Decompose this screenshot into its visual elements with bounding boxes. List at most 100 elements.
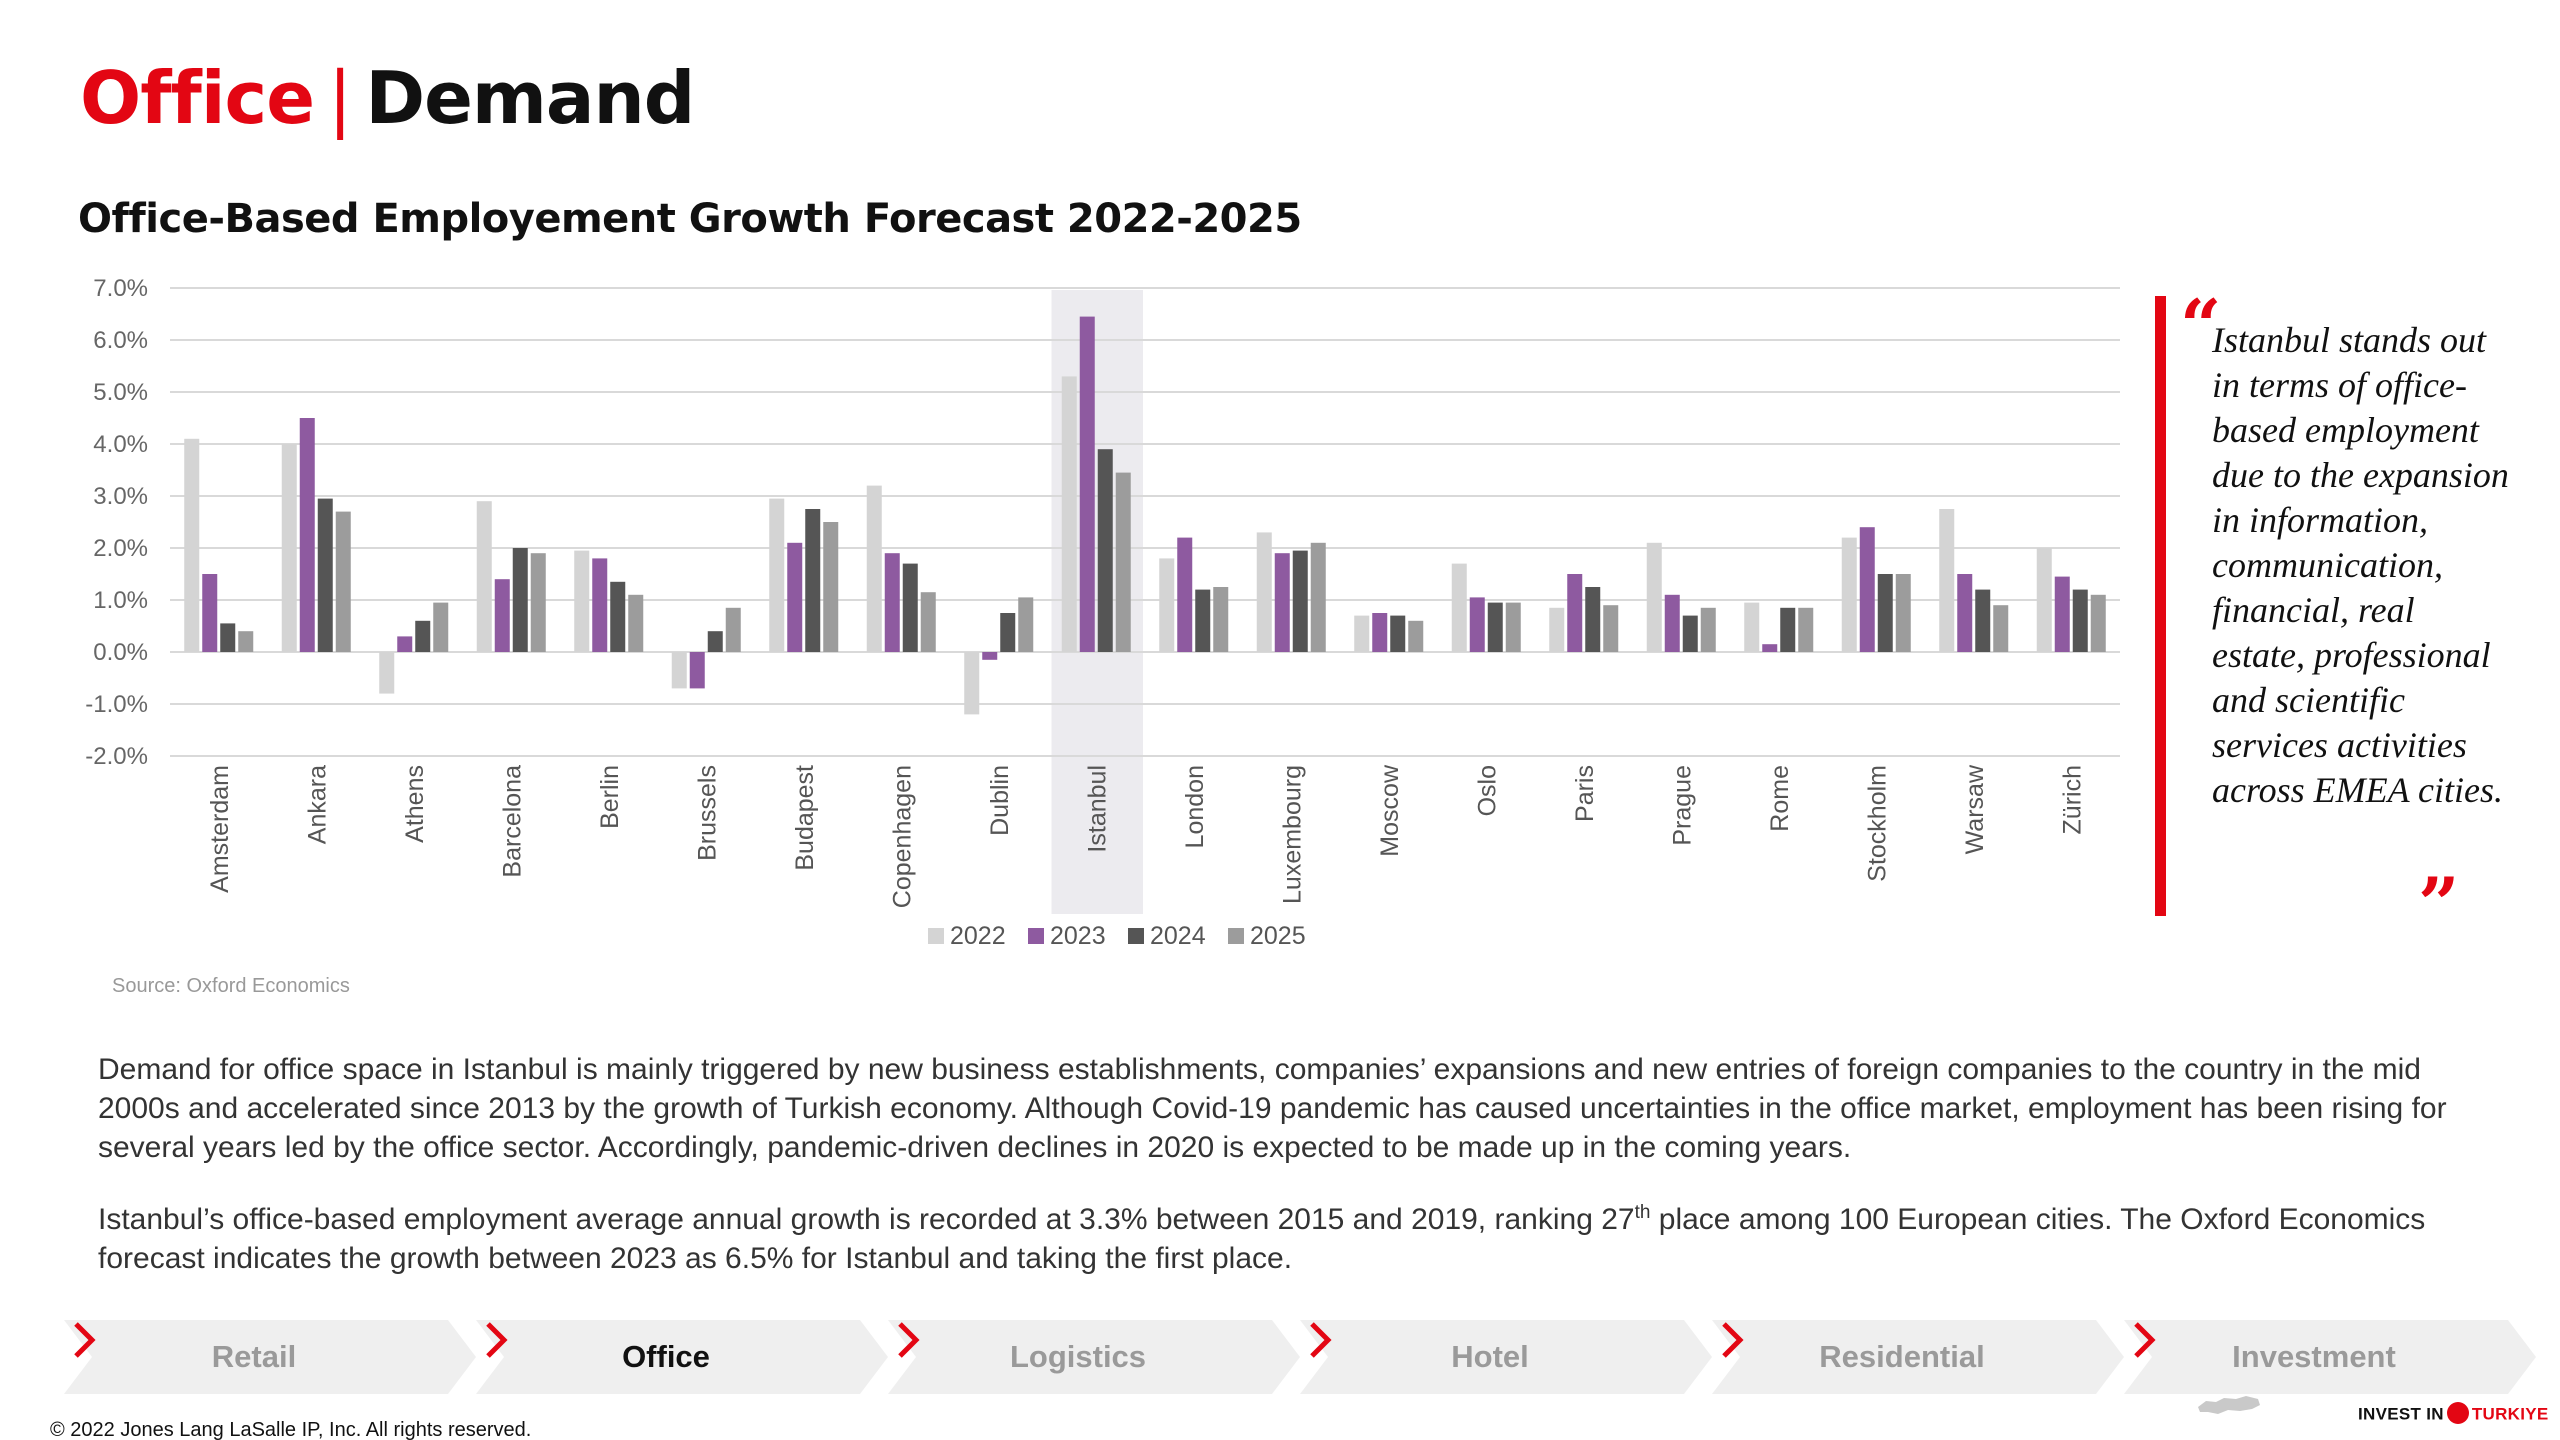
legend-swatch — [1128, 928, 1144, 944]
bar-luxembourg-2022 — [1256, 532, 1272, 652]
bar-istanbul-2022 — [1061, 376, 1077, 652]
x-category-label: Ankara — [303, 765, 331, 844]
bar-athens-2024 — [415, 620, 431, 652]
bar-rome-2025 — [1798, 607, 1814, 652]
quote-accent-bar — [2155, 296, 2166, 916]
bar-paris-2022 — [1549, 607, 1565, 652]
bar-berlin-2023 — [592, 558, 608, 652]
bar-zürich-2023 — [2054, 576, 2070, 652]
logo-text-invest: INVEST IN — [2358, 1404, 2444, 1424]
section-nav: Retail Office Logistics Hotel Residentia… — [64, 1320, 2544, 1394]
bar-paris-2023 — [1567, 574, 1583, 652]
nav-item-hotel[interactable]: Hotel — [1300, 1320, 1712, 1394]
bar-moscow-2022 — [1354, 615, 1370, 652]
turkey-map-icon — [2198, 1396, 2260, 1414]
bar-barcelona-2022 — [476, 501, 492, 652]
legend-label: 2024 — [1150, 922, 1206, 950]
nav-item-logistics[interactable]: Logistics — [888, 1320, 1300, 1394]
x-category-label: Prague — [1668, 765, 1696, 846]
bar-prague-2023 — [1664, 594, 1680, 652]
bar-ankara-2023 — [299, 418, 315, 652]
bar-barcelona-2023 — [494, 579, 510, 652]
nav-item-residential[interactable]: Residential — [1712, 1320, 2124, 1394]
logo-mark-icon — [2446, 1402, 2469, 1424]
bar-paris-2024 — [1585, 587, 1601, 652]
open-quote-mark: “ — [2180, 283, 2222, 368]
nav-label: Office — [622, 1339, 710, 1374]
copyright-notice: © 2022 Jones Lang LaSalle IP, Inc. All r… — [50, 1419, 532, 1440]
bar-brussels-2025 — [725, 607, 741, 652]
bar-moscow-2024 — [1390, 615, 1406, 652]
chevron-right-icon — [1722, 1322, 1744, 1358]
nav-label: Hotel — [1451, 1339, 1529, 1374]
bar-warsaw-2025 — [1993, 605, 2009, 652]
x-category-label: Barcelona — [498, 765, 526, 878]
bar-dublin-2022 — [964, 652, 980, 715]
bar-stockholm-2024 — [1877, 574, 1893, 652]
pull-quote: Istanbul stands out in terms of office-b… — [2212, 320, 2509, 810]
bar-berlin-2022 — [574, 550, 590, 652]
y-tick-label: -2.0% — [85, 743, 148, 770]
bar-oslo-2024 — [1487, 602, 1503, 652]
bar-prague-2025 — [1700, 607, 1716, 652]
bar-barcelona-2025 — [530, 553, 546, 652]
bar-brussels-2023 — [689, 652, 705, 689]
chevron-right-icon — [486, 1322, 508, 1358]
bar-luxembourg-2024 — [1292, 550, 1308, 652]
x-category-label: Warsaw — [1961, 764, 1989, 854]
bar-budapest-2022 — [769, 498, 785, 652]
bar-zürich-2024 — [2072, 589, 2088, 652]
x-category-label: Athens — [401, 765, 429, 843]
bar-amsterdam-2023 — [202, 574, 218, 652]
nav-label: Logistics — [1009, 1339, 1147, 1374]
bar-copenhagen-2023 — [884, 553, 900, 652]
bar-warsaw-2024 — [1975, 589, 1991, 652]
bar-zürich-2025 — [2090, 594, 2106, 652]
nav-label: Investment — [2232, 1339, 2396, 1374]
bar-dublin-2023 — [982, 652, 998, 660]
bar-amsterdam-2025 — [238, 631, 254, 652]
x-category-label: Paris — [1571, 765, 1599, 822]
x-category-label: Berlin — [596, 765, 624, 829]
chart-title: Office-Based Employement Growth Forecast… — [78, 196, 1302, 242]
bar-london-2022 — [1159, 558, 1175, 652]
chevron-right-icon — [2134, 1322, 2156, 1358]
bar-athens-2025 — [433, 602, 449, 652]
y-tick-label: 4.0% — [93, 431, 148, 458]
bar-berlin-2024 — [610, 581, 626, 652]
y-tick-label: 3.0% — [93, 483, 148, 510]
nav-item-office[interactable]: Office — [476, 1320, 888, 1394]
nav-arrow-shape — [476, 1320, 888, 1394]
bar-ankara-2024 — [317, 498, 333, 652]
x-category-label: Oslo — [1473, 765, 1501, 816]
x-category-label: Copenhagen — [888, 765, 916, 908]
bar-budapest-2025 — [823, 522, 839, 652]
nav-item-retail[interactable]: Retail — [64, 1320, 476, 1394]
legend-swatch — [1228, 928, 1244, 944]
bar-moscow-2023 — [1372, 613, 1388, 652]
nav-item-investment[interactable]: Investment — [2124, 1320, 2536, 1394]
bar-brussels-2022 — [671, 652, 687, 689]
x-category-label: Istanbul — [1083, 765, 1111, 853]
invest-in-turkiye-logo[interactable]: INVEST IN TURKIYE — [2358, 1402, 2549, 1426]
y-tick-label: 5.0% — [93, 379, 148, 406]
bar-athens-2022 — [379, 652, 395, 694]
chevron-right-icon — [74, 1322, 96, 1358]
x-category-label: Zürich — [2058, 765, 2086, 834]
nav-arrow-shape — [64, 1320, 476, 1394]
bar-paris-2025 — [1603, 605, 1619, 652]
bar-london-2023 — [1177, 537, 1193, 652]
x-category-label: Moscow — [1376, 764, 1404, 857]
bar-stockholm-2022 — [1841, 537, 1857, 652]
bar-luxembourg-2025 — [1310, 542, 1326, 652]
page-title: Office | Demand — [80, 62, 695, 134]
nav-arrow-shape — [2124, 1320, 2536, 1394]
bar-luxembourg-2023 — [1274, 553, 1290, 652]
bar-moscow-2025 — [1408, 620, 1424, 652]
bar-istanbul-2025 — [1115, 472, 1131, 652]
y-tick-label: -1.0% — [85, 691, 148, 718]
bar-barcelona-2024 — [512, 548, 528, 652]
bar-london-2025 — [1213, 587, 1229, 652]
y-tick-label: 2.0% — [93, 535, 148, 562]
chart-source: Source: Oxford Economics — [112, 975, 350, 997]
